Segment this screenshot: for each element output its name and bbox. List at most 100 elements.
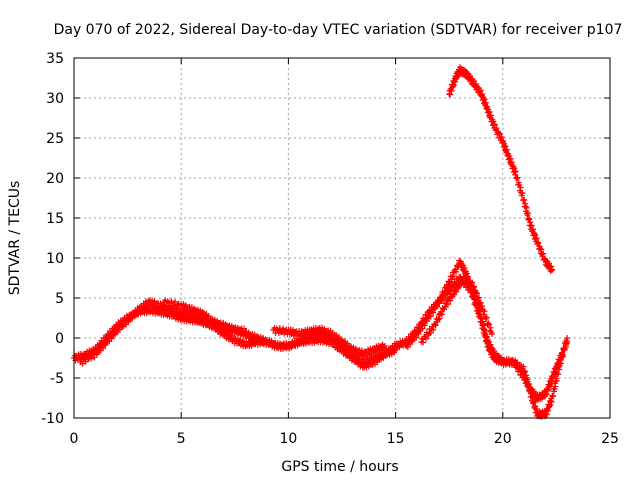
data-point — [475, 294, 482, 301]
data-point — [432, 322, 439, 329]
y-tick-label: 5 — [55, 291, 64, 307]
data-point — [479, 91, 486, 98]
data-point — [442, 288, 449, 295]
data-point — [559, 352, 566, 359]
data-point — [524, 210, 531, 217]
y-tick-label: 15 — [46, 211, 64, 227]
y-axis-label: SDTVAR / TECUs — [7, 181, 23, 296]
data-point — [526, 216, 533, 223]
data-point — [444, 301, 451, 308]
data-point — [537, 245, 544, 252]
y-tick-label: -5 — [50, 371, 64, 387]
data-point — [550, 374, 557, 381]
data-point — [543, 391, 550, 398]
data-point — [447, 91, 454, 98]
data-point — [487, 341, 494, 348]
data-point — [550, 393, 557, 400]
data-point — [507, 155, 514, 162]
data-point — [131, 313, 138, 320]
data-point — [540, 250, 547, 257]
data-point — [471, 283, 478, 290]
data-series-track-d — [270, 324, 388, 360]
data-point — [174, 301, 181, 308]
data-point — [486, 338, 493, 345]
data-point — [493, 125, 500, 132]
data-point — [438, 295, 445, 302]
data-point — [552, 383, 559, 390]
data-point — [88, 355, 95, 362]
data-point — [480, 311, 487, 318]
data-point — [531, 230, 538, 237]
data-point — [491, 121, 498, 128]
data-point — [481, 308, 488, 315]
data-series-layer — [71, 64, 571, 420]
data-point — [449, 83, 456, 90]
data-point — [438, 311, 445, 318]
data-point — [496, 130, 503, 137]
data-point — [489, 331, 496, 337]
data-point — [512, 168, 519, 175]
data-point — [495, 129, 502, 136]
data-point — [419, 325, 426, 332]
data-series-track-g — [418, 273, 496, 346]
data-series-track-f — [403, 257, 571, 420]
y-tick-label: 10 — [46, 251, 64, 267]
data-point — [481, 322, 488, 329]
data-point — [514, 174, 521, 181]
data-point — [452, 78, 459, 85]
y-tick-label: 35 — [46, 51, 64, 67]
data-point — [483, 333, 490, 340]
data-point — [486, 321, 493, 328]
x-tick-label: 20 — [494, 431, 512, 447]
data-point — [453, 268, 460, 275]
data-point — [475, 303, 482, 310]
data-point — [513, 175, 520, 182]
axis-ticks — [73, 57, 611, 419]
data-point — [538, 246, 545, 253]
data-point — [522, 368, 529, 375]
data-point — [282, 327, 289, 334]
x-tick-label: 0 — [70, 431, 79, 447]
data-point — [545, 260, 552, 267]
data-point — [555, 370, 562, 377]
data-point — [451, 287, 458, 294]
data-point — [549, 267, 556, 273]
data-point — [524, 376, 531, 383]
data-point — [430, 309, 437, 316]
data-point — [546, 383, 553, 390]
data-point — [420, 339, 427, 346]
data-point — [474, 290, 481, 297]
x-axis-label: GPS time / hours — [281, 459, 398, 475]
data-point — [503, 146, 510, 153]
data-point — [444, 284, 451, 291]
data-point — [413, 334, 420, 341]
data-point — [450, 273, 457, 280]
data-point — [487, 324, 494, 331]
plot-frame — [73, 57, 611, 419]
data-point — [525, 381, 532, 388]
y-tick-label: 25 — [46, 131, 64, 147]
data-point — [548, 398, 555, 405]
data-point — [479, 303, 486, 310]
data-point — [477, 299, 484, 306]
x-tick-label: 25 — [601, 431, 619, 447]
data-point — [544, 387, 551, 394]
data-point — [422, 335, 429, 342]
data-point — [469, 78, 476, 85]
y-tick-label: -10 — [41, 411, 64, 427]
data-point — [100, 345, 107, 352]
data-point — [564, 335, 571, 341]
data-point — [482, 99, 489, 106]
data-point — [530, 398, 537, 405]
data-point — [273, 325, 280, 332]
data-point — [447, 297, 454, 304]
data-point — [488, 112, 495, 119]
data-point — [461, 264, 468, 271]
data-point — [448, 87, 455, 94]
axis-tick-labels: 0 5 10 15 20 25 -10 -5 0 5 10 15 20 25 30 35 — [41, 51, 619, 447]
data-point — [427, 313, 434, 320]
data-point — [477, 87, 484, 94]
y-tick-label: 30 — [46, 91, 64, 107]
